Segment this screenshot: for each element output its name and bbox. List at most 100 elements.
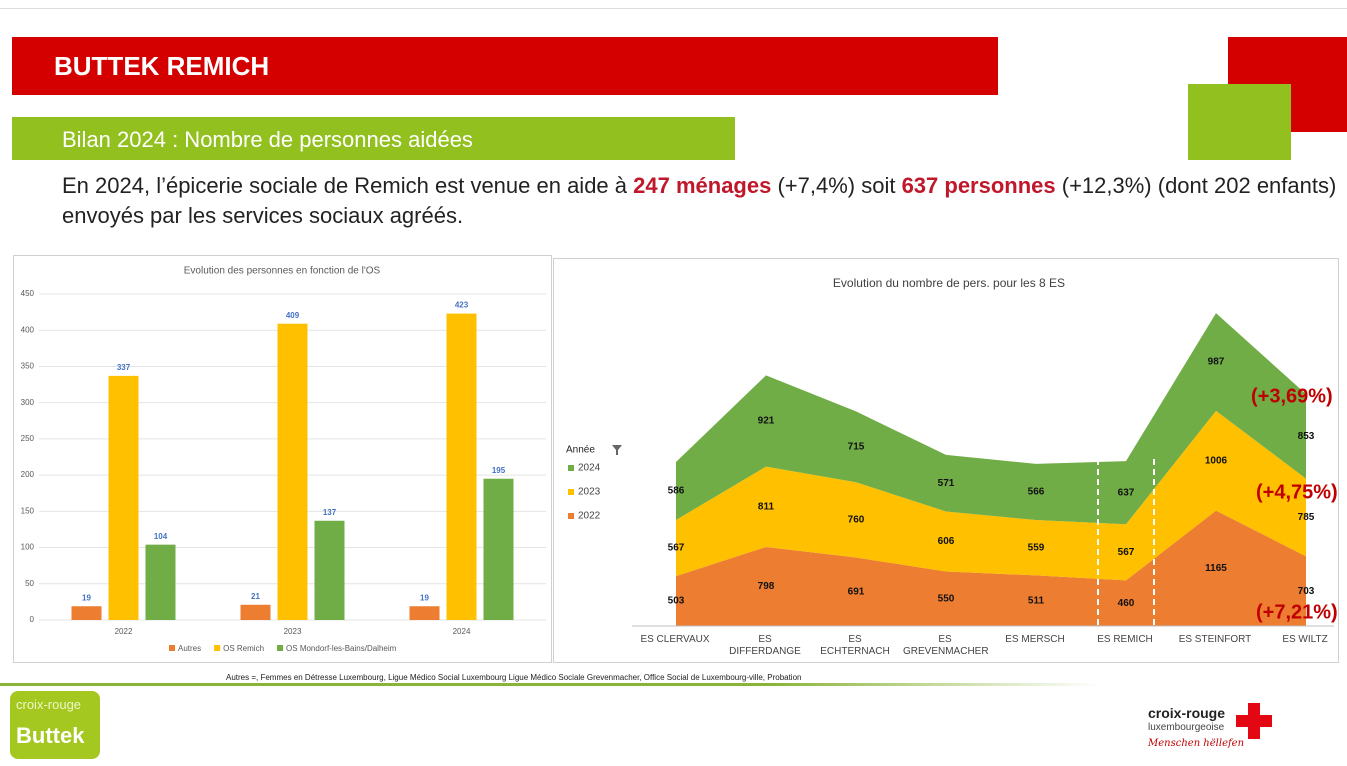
bar (446, 313, 477, 620)
data-label: 550 (938, 593, 955, 604)
x-tick-label: 2023 (284, 627, 302, 636)
buttek-logo: croix-rouge Buttek (10, 691, 100, 759)
logo-text: croix-rouge (16, 697, 82, 712)
data-label: 567 (668, 543, 685, 554)
bar (71, 606, 102, 620)
data-label: 1165 (1205, 563, 1227, 574)
data-label: 760 (848, 515, 865, 526)
data-label: 409 (286, 311, 300, 320)
y-tick-label: 300 (21, 398, 35, 407)
legend-label: OS Remich (223, 644, 264, 653)
data-label: 637 (1118, 487, 1135, 498)
subtitle-bar: Bilan 2024 : Nombre de personnes aidées (12, 117, 735, 160)
data-label: 503 (668, 596, 685, 607)
x-tick-label: ES STEINFORT (1178, 634, 1252, 645)
data-label: 566 (1028, 487, 1045, 498)
annotation: (+3,69%) (1251, 385, 1333, 407)
y-tick-label: 350 (21, 362, 35, 371)
chart-title: Evolution du nombre de pers. pour les 8 … (833, 276, 1065, 290)
x-tick-label: 2024 (453, 627, 471, 636)
data-label: 715 (848, 441, 865, 452)
footer-rule (0, 683, 1100, 686)
y-tick-label: 150 (21, 506, 35, 515)
bar (240, 604, 271, 620)
data-label: 691 (848, 586, 865, 597)
legend-swatch (277, 645, 284, 651)
x-tick-label: ES GREVENMACHER (903, 634, 989, 657)
data-label: 798 (758, 581, 775, 592)
intro-highlight: 247 ménages (633, 173, 772, 198)
y-tick-label: 0 (30, 615, 35, 624)
x-tick-label: ES DIFFERDANGE (729, 634, 801, 657)
bar (108, 375, 139, 620)
data-label: 586 (668, 486, 685, 497)
data-label: 703 (1298, 586, 1315, 597)
data-label: 785 (1298, 512, 1315, 523)
top-rule (0, 8, 1347, 9)
area (676, 410, 1306, 581)
legend-swatch (568, 513, 574, 519)
footnote: Autres =, Femmes en Détresse Luxembourg,… (226, 673, 802, 682)
data-label: 19 (82, 593, 91, 602)
annotation: (+7,21%) (1256, 601, 1338, 623)
data-label: 423 (455, 301, 469, 310)
data-label: 987 (1208, 357, 1225, 368)
bar (145, 544, 176, 620)
legend-label: 2024 (578, 463, 601, 474)
y-tick-label: 250 (21, 434, 35, 443)
data-label: 19 (420, 593, 429, 602)
intro-highlight: 637 personnes (901, 173, 1056, 198)
cross (1236, 715, 1272, 727)
data-label: 195 (492, 466, 506, 475)
legend-label: OS Mondorf-les-Bains/Dalheim (286, 644, 397, 653)
legend-swatch (169, 645, 175, 651)
legend-label: Autres (178, 644, 201, 653)
subtitle: Bilan 2024 : Nombre de personnes aidées (62, 127, 473, 152)
area-x-labels: ES CLERVAUX ES DIFFERDANGE ES ECHTERNACH ES… (553, 258, 1337, 661)
area (676, 313, 1306, 525)
intro-text: (+12,3%) (dont 202 enfants) envoyés par … (62, 173, 1337, 228)
data-label: 921 (758, 416, 775, 427)
y-tick-label: 50 (25, 579, 34, 588)
x-tick-label: 2022 (115, 627, 133, 636)
bar (314, 520, 345, 620)
title-banner: BUTTEK REMICH (12, 37, 998, 95)
logo-text: Buttek (16, 723, 85, 748)
legend-swatch (214, 645, 221, 651)
data-label: 460 (1118, 598, 1135, 609)
data-label: 511 (1028, 595, 1045, 606)
data-label: 559 (1028, 542, 1045, 553)
x-tick-label: ES CLERVAUX (640, 634, 710, 645)
legend-swatch (568, 465, 574, 471)
intro-text: (+7,4%) soit (771, 173, 902, 198)
corner-green (1188, 84, 1291, 160)
y-tick-label: 400 (21, 325, 35, 334)
bar (483, 478, 514, 620)
annotation: (+4,75%) (1256, 481, 1338, 503)
chart-title: Evolution des personnes en fonction de l… (184, 266, 381, 277)
bar-chart: Evolution des personnes en fonction de l… (13, 255, 552, 663)
intro-text: En 2024, l’épicerie sociale de Remich es… (62, 173, 634, 198)
data-label: 811 (758, 501, 775, 512)
x-tick-label: ES REMICH (1097, 634, 1153, 645)
intro: En 2024, l’épicerie sociale de Remich es… (62, 171, 1342, 231)
logo-text: croix-rouge (1148, 705, 1226, 721)
croix-rouge-logo: croix-rouge luxembourgeoise Menschen hël… (1148, 703, 1288, 763)
legend-title: Année (566, 445, 595, 456)
y-tick-label: 450 (21, 289, 35, 298)
area-chart: Evolution du nombre de pers. pour les 8 … (553, 258, 1339, 663)
y-tick-label: 200 (21, 470, 35, 479)
data-label: 337 (117, 363, 131, 372)
logo-text: luxembourgeoise (1148, 722, 1225, 733)
title: BUTTEK REMICH (54, 51, 270, 81)
legend-label: 2022 (578, 511, 601, 522)
bar (409, 606, 440, 620)
data-label: 853 (1298, 431, 1315, 442)
logo-text: Menschen hëllefen (1148, 738, 1245, 749)
data-label: 104 (154, 532, 168, 541)
data-label: 1006 (1205, 455, 1228, 466)
legend-label: 2023 (578, 487, 601, 498)
y-tick-label: 100 (21, 543, 35, 552)
data-label: 567 (1118, 547, 1135, 558)
